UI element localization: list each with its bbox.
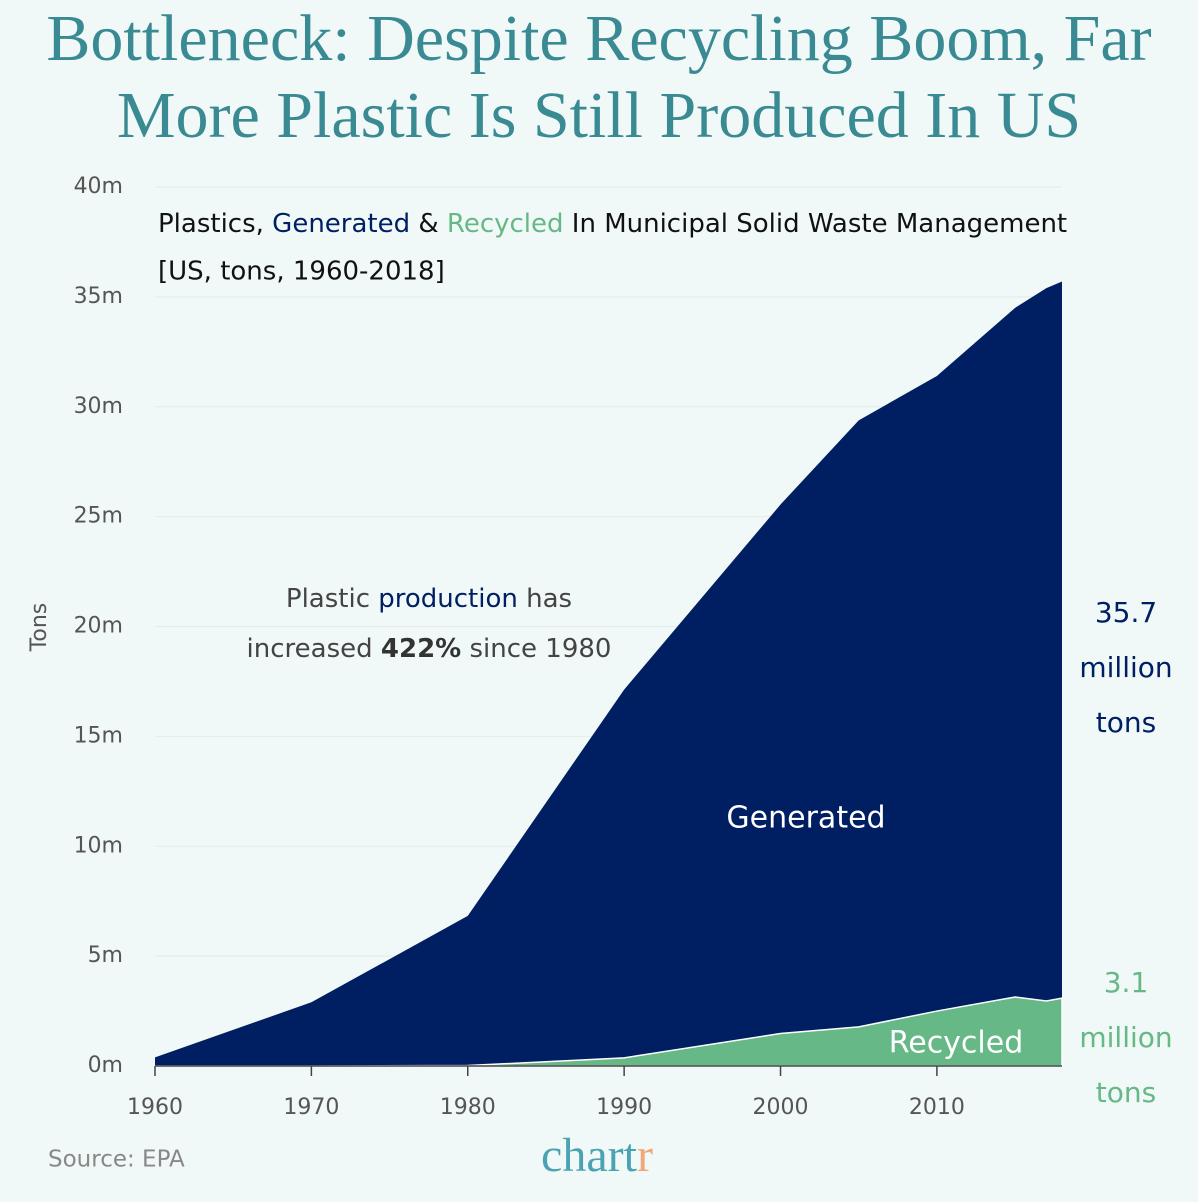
end-label: tons [1096, 1076, 1156, 1109]
y-tick-label: 40m [74, 174, 123, 199]
chart-title: Bottleneck: Despite Recycling Boom, Far [46, 2, 1151, 75]
y-tick-label: 20m [74, 614, 123, 639]
series-label: Recycled [889, 1026, 1024, 1061]
chart-title: More Plastic Is Still Produced In US [117, 79, 1081, 152]
x-tick-label: 2010 [909, 1095, 965, 1120]
annotation-part: 422% [381, 634, 461, 664]
series-label: Generated [726, 801, 885, 836]
area [155, 281, 1062, 1066]
annotation-part: since 1980 [461, 634, 611, 664]
end-label: million [1079, 651, 1172, 684]
end-label: 35.7 [1095, 596, 1157, 629]
y-tick-label: 15m [74, 723, 123, 748]
y-tick-label: 25m [74, 504, 123, 529]
x-tick-label: 1980 [440, 1095, 496, 1120]
y-axis-label: Tons [27, 603, 52, 653]
annotation-part: Plastic [286, 584, 378, 614]
annotation-part: increased [247, 634, 381, 664]
source: Source: EPA [48, 1147, 185, 1173]
subtitle-part: Generated [272, 209, 410, 239]
x-tick-label: 1970 [283, 1095, 339, 1120]
y-tick-label: 30m [74, 394, 123, 419]
x-tick-label: 1960 [127, 1095, 183, 1120]
subtitle-part: In Municipal Solid Waste Management [564, 209, 1068, 239]
annotation-part: has [518, 584, 572, 614]
logo: chartr [541, 1129, 653, 1182]
end-label: tons [1096, 706, 1156, 739]
subtitle-2: [US, tons, 1960-2018] [158, 257, 445, 287]
y-tick-label: 0m [88, 1053, 123, 1078]
end-label: million [1079, 1021, 1172, 1054]
y-tick-label: 35m [74, 284, 123, 309]
x-tick-label: 2000 [753, 1095, 809, 1120]
subtitle-part: & [410, 209, 447, 239]
x-tick-label: 1990 [596, 1095, 652, 1120]
subtitle-part: Recycled [447, 209, 564, 239]
subtitle: Plastics, Generated & Recycled In Munici… [158, 209, 1067, 239]
annotation: Plastic production has [286, 584, 572, 614]
y-tick-label: 10m [74, 833, 123, 858]
y-tick-label: 5m [88, 943, 123, 968]
end-label: 3.1 [1104, 966, 1149, 999]
subtitle-part: Plastics, [158, 209, 272, 239]
annotation: increased 422% since 1980 [247, 634, 612, 664]
logo-part: chart [541, 1129, 638, 1182]
annotation-part: production [378, 584, 518, 614]
logo-part: r [637, 1129, 653, 1182]
